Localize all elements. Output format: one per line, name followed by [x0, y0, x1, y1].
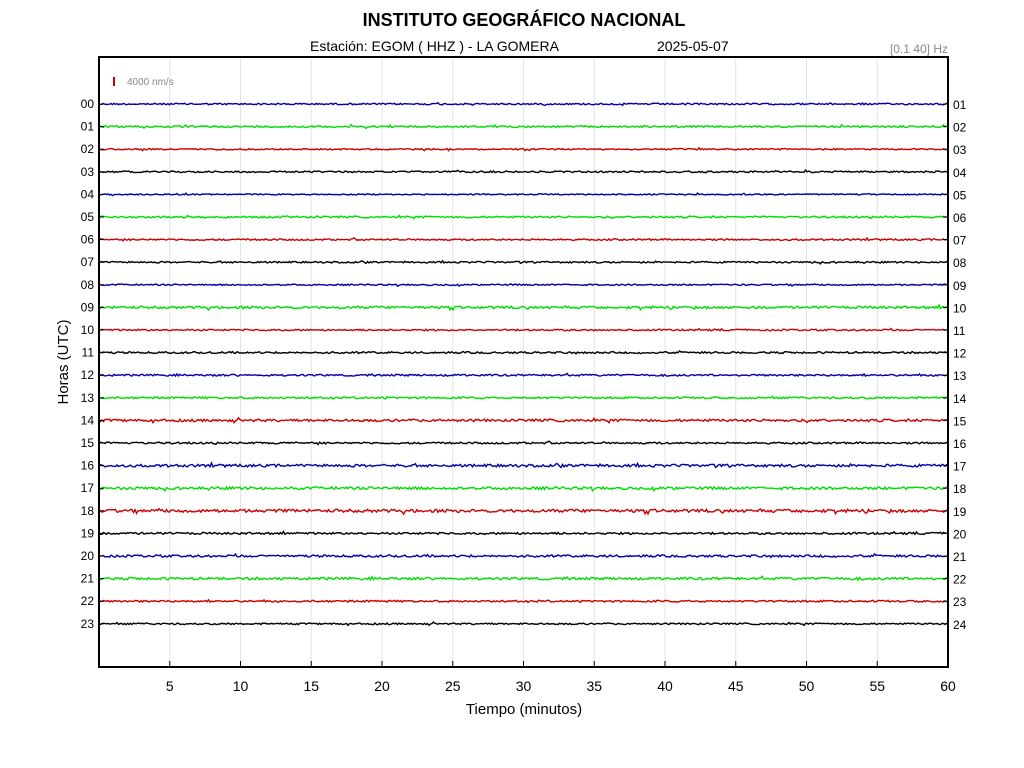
- hour-label-right-09: 09: [953, 279, 967, 293]
- hour-label-right-24: 24: [953, 618, 967, 632]
- trace-16: [98, 460, 949, 469]
- hour-label-right-19: 19: [953, 505, 967, 519]
- hour-label-left-22: 22: [81, 594, 95, 608]
- hour-label-left-13: 13: [81, 391, 95, 405]
- trace-13: [98, 395, 949, 401]
- hour-label-left-02: 02: [81, 142, 95, 156]
- hour-label-left-03: 03: [81, 165, 95, 179]
- trace-18: [98, 507, 949, 516]
- hour-label-left-15: 15: [81, 436, 95, 450]
- hour-label-left-04: 04: [81, 187, 95, 201]
- hour-label-right-01: 01: [953, 98, 967, 112]
- trace-group: [98, 102, 949, 627]
- trace-03: [98, 169, 949, 174]
- hour-label-right-06: 06: [953, 211, 967, 225]
- hour-label-right-18: 18: [953, 482, 967, 496]
- y-axis-label: Horas (UTC): [55, 319, 72, 404]
- trace-17: [98, 485, 949, 493]
- amplitude-scale-label: 4000 nm/s: [127, 77, 174, 88]
- x-tick-label-50: 50: [799, 678, 815, 694]
- trace-19: [98, 529, 949, 536]
- hour-label-right-11: 11: [953, 324, 966, 338]
- hour-label-right-22: 22: [953, 573, 967, 587]
- trace-23: [98, 621, 949, 627]
- trace-14: [98, 416, 949, 425]
- filter-label: [0.1 40] Hz: [890, 42, 948, 56]
- hour-label-right-03: 03: [953, 143, 967, 157]
- hour-label-left-14: 14: [81, 413, 95, 427]
- hour-label-right-02: 02: [953, 121, 967, 135]
- hour-label-right-23: 23: [953, 595, 967, 609]
- x-tick-label-15: 15: [303, 678, 319, 694]
- hour-label-left-09: 09: [81, 300, 95, 314]
- x-tick-label-30: 30: [516, 678, 532, 694]
- trace-01: [98, 123, 949, 130]
- trace-21: [98, 575, 949, 582]
- minute-tick-labels: 5 10 15 20 25 30 35 40 45 50 55 60: [166, 661, 956, 694]
- trace-07: [98, 259, 949, 265]
- amplitude-scale: 4000 nm/s: [113, 77, 174, 88]
- x-tick-label-25: 25: [445, 678, 461, 694]
- x-tick-label-55: 55: [869, 678, 885, 694]
- hour-label-left-23: 23: [81, 617, 95, 631]
- trace-06: [98, 236, 949, 242]
- hour-label-left-01: 01: [81, 120, 95, 134]
- x-tick-label-35: 35: [586, 678, 602, 694]
- date-label: 2025-05-07: [657, 38, 729, 54]
- hour-label-right-15: 15: [953, 414, 967, 428]
- trace-12: [98, 372, 949, 378]
- trace-15: [98, 440, 949, 446]
- hour-label-right-10: 10: [953, 301, 967, 315]
- x-tick-label-60: 60: [940, 678, 956, 694]
- hour-label-left-05: 05: [81, 210, 95, 224]
- hour-label-left-20: 20: [81, 549, 95, 563]
- x-axis-label: Tiempo (minutos): [466, 701, 582, 718]
- hour-label-right-17: 17: [953, 460, 967, 474]
- hour-label-left-16: 16: [81, 459, 95, 473]
- trace-22: [98, 598, 949, 604]
- hour-label-left-07: 07: [81, 255, 95, 269]
- trace-10: [98, 327, 949, 332]
- trace-08: [98, 283, 949, 288]
- trace-02: [98, 146, 949, 152]
- hour-label-right-05: 05: [953, 188, 967, 202]
- plot-frame: [98, 56, 949, 668]
- hour-label-left-19: 19: [81, 526, 95, 540]
- hour-label-right-16: 16: [953, 437, 967, 451]
- hour-label-right-07: 07: [953, 234, 967, 248]
- hour-label-left-06: 06: [81, 233, 95, 247]
- trace-04: [98, 192, 949, 197]
- hour-tick-labels: 00 01 01 02 02 03 03 04 04 05 05 06 06 07 07 08 08 09 09 10…: [81, 97, 967, 632]
- x-tick-label-10: 10: [233, 678, 249, 694]
- x-tick-label-5: 5: [166, 678, 174, 694]
- hour-label-left-12: 12: [81, 368, 95, 382]
- x-tick-label-40: 40: [657, 678, 673, 694]
- hour-label-left-18: 18: [81, 504, 95, 518]
- hour-label-left-08: 08: [81, 278, 95, 292]
- hour-label-left-17: 17: [81, 481, 95, 495]
- hour-label-right-04: 04: [953, 166, 967, 180]
- trace-05: [98, 214, 949, 220]
- trace-00: [98, 102, 949, 107]
- x-tick-label-20: 20: [374, 678, 390, 694]
- hour-label-left-00: 00: [81, 97, 95, 111]
- grid-lines: [169, 57, 878, 667]
- hour-label-right-12: 12: [953, 347, 967, 361]
- hour-label-left-10: 10: [81, 323, 95, 337]
- trace-11: [98, 349, 949, 355]
- station-label: Estación: EGOM ( HHZ ) - LA GOMERA: [310, 38, 560, 54]
- hour-label-right-13: 13: [953, 369, 967, 383]
- trace-09: [98, 303, 949, 312]
- hour-label-left-11: 11: [82, 346, 95, 360]
- hour-label-right-20: 20: [953, 527, 967, 541]
- trace-20: [98, 552, 949, 559]
- hour-label-right-21: 21: [953, 550, 967, 564]
- chart-title: INSTITUTO GEOGRÁFICO NACIONAL: [363, 9, 686, 30]
- hour-label-right-08: 08: [953, 256, 967, 270]
- hour-label-right-14: 14: [953, 392, 967, 406]
- hour-label-left-21: 21: [81, 572, 95, 586]
- x-tick-label-45: 45: [728, 678, 744, 694]
